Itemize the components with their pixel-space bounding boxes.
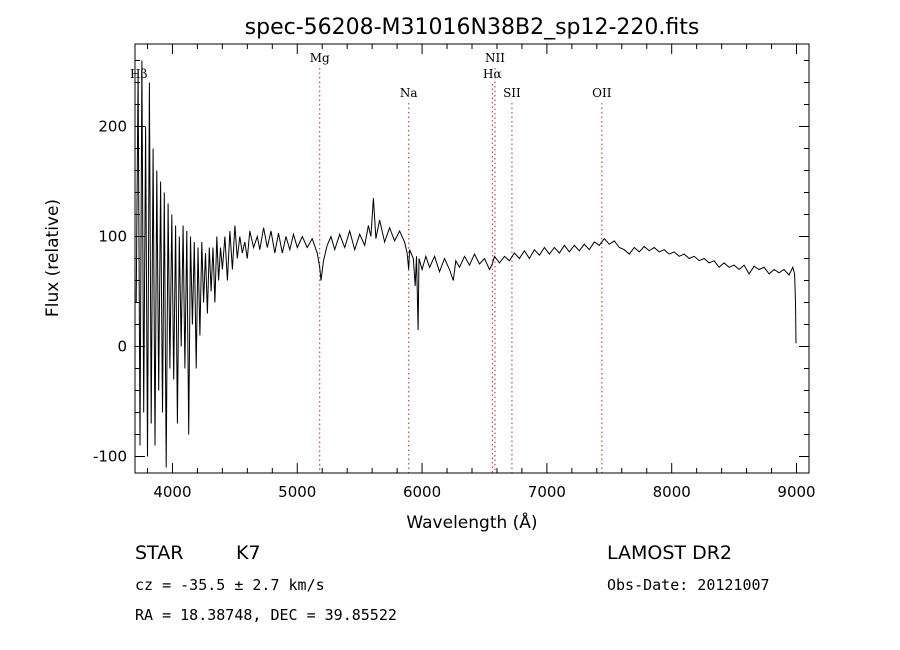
spectral-line-markers — [319, 68, 603, 473]
y-tick-label: -100 — [93, 448, 127, 466]
redshift-info: cz = -35.5 ± 2.7 km/s — [135, 576, 325, 594]
spectral-line-label: OII — [592, 86, 612, 100]
y-tick-label: 0 — [117, 338, 127, 356]
y-tick-label: 100 — [98, 228, 127, 246]
y-axis-ticks: -100 0 100 200 — [93, 60, 809, 466]
spectral-line-label: Hβ — [130, 67, 147, 81]
spectral-line-label: Mg — [310, 51, 330, 65]
x-axis-label: Wavelength (Å) — [406, 511, 537, 533]
y-tick-label: 200 — [98, 118, 127, 136]
x-tick-label: 8000 — [653, 483, 691, 501]
x-tick-label: 4000 — [153, 483, 191, 501]
spectrum-line — [135, 60, 797, 468]
spectral-line-label: SII — [503, 86, 521, 100]
x-axis-ticks: 4000 5000 6000 7000 8000 9000 — [146, 44, 816, 501]
x-tick-label: 5000 — [278, 483, 316, 501]
y-axis-label: Flux (relative) — [43, 199, 63, 317]
survey-name: LAMOST DR2 — [607, 542, 732, 564]
spectral-line-label: Hα — [483, 67, 502, 81]
observation-date: Obs-Date: 20121007 — [607, 576, 770, 594]
object-class: STAR — [135, 542, 183, 564]
x-tick-label: 6000 — [403, 483, 441, 501]
object-subclass: K7 — [236, 542, 261, 564]
coordinates: RA = 18.38748, DEC = 39.85522 — [135, 606, 397, 624]
x-tick-label: 7000 — [528, 483, 566, 501]
x-tick-label: 9000 — [777, 483, 815, 501]
chart-title: spec-56208-M31016N38B2_sp12-220.fits — [245, 15, 700, 40]
spectral-line-label: Na — [400, 86, 418, 100]
spectral-line-label: NII — [485, 51, 505, 65]
